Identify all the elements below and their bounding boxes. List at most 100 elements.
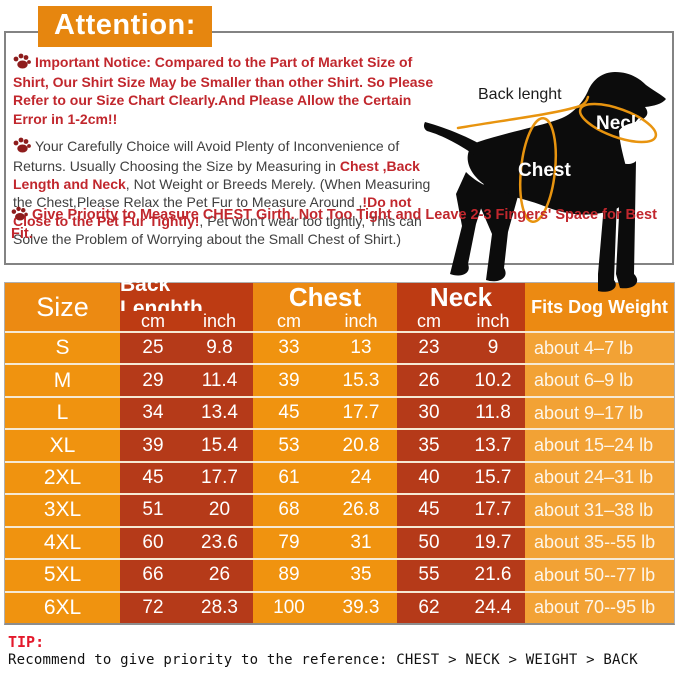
chest-inch: 24 bbox=[325, 462, 397, 494]
subheader-back-inch: inch bbox=[186, 311, 253, 331]
neck-cm: 30 bbox=[397, 397, 461, 429]
chest-inch: 39.3 bbox=[325, 592, 397, 623]
back-inch: 26 bbox=[186, 560, 253, 591]
notice-box: Back lenght Neck Chest Important Notice:… bbox=[4, 31, 674, 292]
neck-inch: 9 bbox=[461, 333, 525, 364]
back-cm: 72 bbox=[120, 592, 186, 623]
chest-cm: 61 bbox=[253, 462, 325, 494]
subheader-back-cm: cm bbox=[120, 311, 186, 331]
chest-inch: 17.7 bbox=[325, 397, 397, 429]
notice-paragraph-important-text: Important Notice: Compared to the Part o… bbox=[13, 54, 434, 127]
table-row-4xl: 4XL 60 23.6 79 31 50 19.7 about 35--55 l… bbox=[5, 527, 674, 559]
back-cm: 60 bbox=[120, 527, 186, 559]
back-cm: 29 bbox=[120, 365, 186, 396]
subheader-neck-inch: inch bbox=[461, 311, 525, 331]
neck-cm: 23 bbox=[397, 333, 461, 364]
back-cm: 25 bbox=[120, 333, 186, 364]
neck-cm: 26 bbox=[397, 365, 461, 396]
size-value: 6XL bbox=[5, 592, 120, 623]
neck-cm: 35 bbox=[397, 430, 461, 461]
table-row-m: M 29 11.4 39 15.3 26 10.2 about 6–9 lb bbox=[5, 365, 674, 396]
table-row-s: S 25 9.8 33 13 23 9 about 4–7 lb bbox=[5, 333, 674, 364]
size-value: L bbox=[5, 397, 120, 429]
neck-cm: 45 bbox=[397, 495, 461, 526]
paw-icon bbox=[13, 137, 31, 157]
column-header-back: Back Lenghth bbox=[120, 273, 253, 320]
column-header-chest: Chest bbox=[253, 282, 397, 312]
size-value: M bbox=[5, 365, 120, 396]
notice-paragraph-measuring: Your Carefully Choice will Avoid Plenty … bbox=[13, 137, 445, 248]
neck-inch: 15.7 bbox=[461, 462, 525, 494]
table-row-xl: XL 39 15.4 53 20.8 35 13.7 about 15–24 l… bbox=[5, 430, 674, 461]
back-inch: 20 bbox=[186, 495, 253, 526]
chest-cm: 89 bbox=[253, 560, 325, 591]
subheader-chest-inch: inch bbox=[325, 311, 397, 331]
chest-cm: 79 bbox=[253, 527, 325, 559]
neck-inch: 17.7 bbox=[461, 495, 525, 526]
chest-cm: 39 bbox=[253, 365, 325, 396]
back-inch: 9.8 bbox=[186, 333, 253, 364]
notice-highlight-chest-back-neck: Chest ,Back Length and Neck bbox=[13, 157, 420, 193]
size-value: XL bbox=[5, 430, 120, 461]
neck-inch: 21.6 bbox=[461, 560, 525, 591]
back-inch: 28.3 bbox=[186, 592, 253, 623]
back-inch: 15.4 bbox=[186, 430, 253, 461]
table-row-5xl: 5XL 66 26 89 35 55 21.6 about 50--77 lb bbox=[5, 560, 674, 591]
chest-inch: 20.8 bbox=[325, 430, 397, 461]
size-table: Size Back Lenghth Chest Neck Fits Dog We… bbox=[4, 273, 675, 625]
notice-paragraph-important: Important Notice: Compared to the Part o… bbox=[13, 53, 445, 128]
measurement-lines bbox=[456, 95, 658, 223]
neck-cm: 55 bbox=[397, 560, 461, 591]
neck-inch: 19.7 bbox=[461, 527, 525, 559]
back-cm: 66 bbox=[120, 560, 186, 591]
table-row-2xl: 2XL 45 17.7 61 24 40 15.7 about 24–31 lb bbox=[5, 462, 674, 494]
dog-silhouette-icon bbox=[423, 72, 666, 292]
size-value: 3XL bbox=[5, 495, 120, 526]
back-length-label: Back lenght bbox=[478, 86, 562, 103]
paw-icon bbox=[11, 206, 28, 226]
back-length-line bbox=[456, 95, 590, 130]
subheader-chest-cm: cm bbox=[253, 311, 325, 331]
table-row-6xl: 6XL 72 28.3 100 39.3 62 24.4 about 70--9… bbox=[5, 592, 674, 623]
notice-text-part: Your Carefully Choice will Avoid Plenty … bbox=[13, 137, 400, 174]
notice-highlight-fur-warning: !Do not Close to the Pet Fur Tightly! bbox=[13, 194, 412, 229]
size-value: 5XL bbox=[5, 560, 120, 591]
attention-title: Attention: bbox=[38, 6, 212, 47]
weight-range: about 15–24 lb bbox=[525, 430, 674, 461]
column-header-size: Size bbox=[5, 283, 120, 331]
notice-text-part: , Not Weight or Breeds Merely. (When Mea… bbox=[13, 176, 431, 211]
chest-cm: 68 bbox=[253, 495, 325, 526]
chest-cm: 45 bbox=[253, 397, 325, 429]
chest-inch: 13 bbox=[325, 333, 397, 364]
neck-inch: 11.8 bbox=[461, 397, 525, 429]
back-inch: 11.4 bbox=[186, 365, 253, 396]
weight-range: about 4–7 lb bbox=[525, 333, 674, 364]
dog-measurement-diagram: Back lenght Neck Chest bbox=[420, 66, 670, 294]
neck-cm: 40 bbox=[397, 462, 461, 494]
back-inch: 23.6 bbox=[186, 527, 253, 559]
chest-inch: 31 bbox=[325, 527, 397, 559]
column-header-neck: Neck bbox=[397, 282, 525, 312]
tip-text: Recommend to give priority to the refere… bbox=[8, 652, 638, 668]
neck-label: Neck bbox=[596, 113, 642, 134]
neck-cm: 62 bbox=[397, 592, 461, 623]
notice-paragraph-priority-text: Give Priority to Measure CHEST Girth. No… bbox=[11, 206, 657, 243]
weight-range: about 35--55 lb bbox=[525, 527, 674, 559]
weight-range: about 6–9 lb bbox=[525, 365, 674, 396]
notice-paragraph-priority: Give Priority to Measure CHEST Girth. No… bbox=[11, 206, 671, 244]
table-row-l: L 34 13.4 45 17.7 30 11.8 about 9–17 lb bbox=[5, 397, 674, 429]
weight-range: about 31–38 lb bbox=[525, 495, 674, 526]
paw-icon bbox=[13, 53, 31, 73]
size-value: 2XL bbox=[5, 462, 120, 494]
neck-inch: 13.7 bbox=[461, 430, 525, 461]
neck-inch: 10.2 bbox=[461, 365, 525, 396]
subheader-neck-cm: cm bbox=[397, 311, 461, 331]
back-cm: 39 bbox=[120, 430, 186, 461]
size-value: 4XL bbox=[5, 527, 120, 559]
neck-cm: 50 bbox=[397, 527, 461, 559]
weight-range: about 70--95 lb bbox=[525, 592, 674, 623]
back-inch: 13.4 bbox=[186, 397, 253, 429]
weight-range: about 24–31 lb bbox=[525, 462, 674, 494]
back-cm: 34 bbox=[120, 397, 186, 429]
